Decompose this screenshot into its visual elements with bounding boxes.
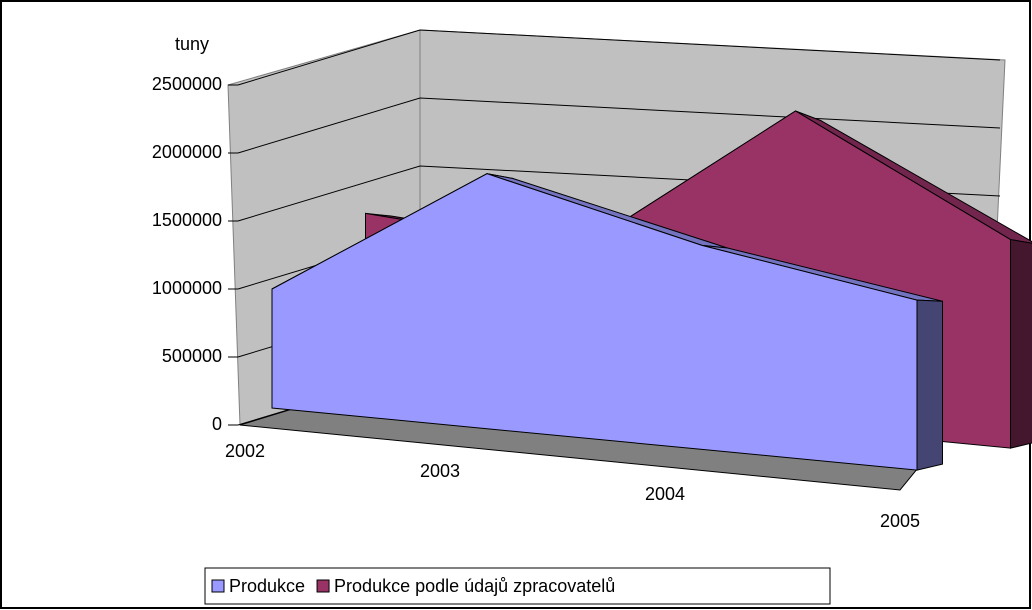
y-tick-label: 1000000: [152, 278, 222, 298]
y-tick-label: 2500000: [152, 74, 222, 94]
legend-swatch: [316, 579, 330, 593]
x-tick-label: 2005: [880, 511, 920, 531]
legend-label: Produkce podle údajů zpracovatelů: [334, 576, 615, 596]
x-tick-label: 2004: [645, 484, 685, 504]
y-tick-label: 500000: [162, 346, 222, 366]
y-axis-title: tuny: [175, 34, 209, 54]
x-tick-label: 2003: [420, 461, 460, 481]
y-tick-label: 0: [212, 414, 222, 434]
grid-line: [237, 29, 1001, 86]
area-side: [1010, 238, 1032, 449]
legend-label: Produkce: [229, 576, 305, 596]
areas: [271, 110, 1032, 471]
legend: [204, 567, 831, 605]
y-tick-label: 1500000: [152, 210, 222, 230]
x-tick-label: 2002: [225, 441, 265, 461]
area-side: [916, 299, 943, 471]
legend-items: Produkce Produkce podle údajů zpracovatel…: [211, 576, 615, 596]
y-tick-label: 2000000: [152, 142, 222, 162]
area: [271, 173, 918, 471]
legend-swatch: [211, 579, 225, 593]
